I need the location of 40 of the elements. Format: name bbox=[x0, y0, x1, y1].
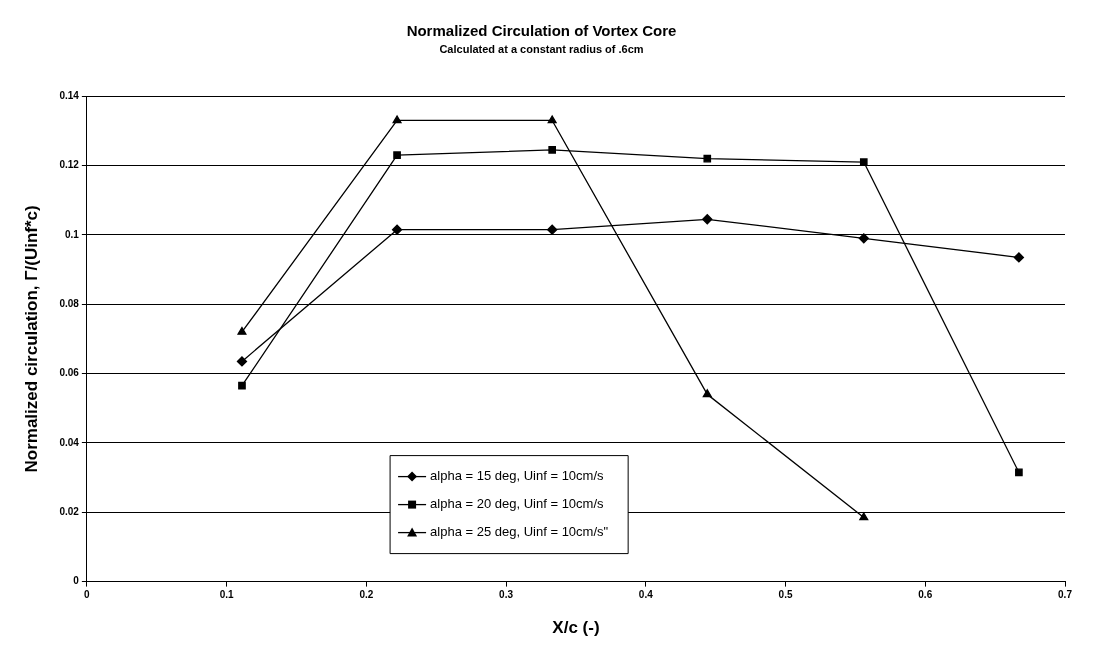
y-tick-label: 0.06 bbox=[59, 367, 80, 379]
chart-subtitle: Calculated at a constant radius of .6cm bbox=[439, 42, 644, 55]
x-tick-label: 0.6 bbox=[918, 589, 933, 601]
point bbox=[859, 158, 868, 166]
point bbox=[547, 115, 557, 124]
y-axis-title: Normalized circulation, Γ/(Uinf*c) bbox=[21, 205, 41, 473]
x-tick-label: 0.3 bbox=[499, 589, 514, 601]
x-axis-title: X/c (-) bbox=[552, 618, 600, 638]
point bbox=[858, 233, 869, 244]
chart-title: Normalized Circulation of Vortex Core bbox=[406, 22, 677, 40]
x-tick-label: 0.4 bbox=[638, 589, 654, 601]
point bbox=[703, 154, 712, 163]
point bbox=[702, 214, 713, 225]
y-tick-label: 0 bbox=[73, 575, 80, 587]
point bbox=[238, 381, 246, 390]
point bbox=[237, 326, 247, 335]
legend-label: alpha = 20 deg, Uinf = 10cm/s bbox=[430, 496, 605, 512]
point bbox=[391, 224, 403, 235]
point bbox=[392, 115, 402, 124]
x-tick-label: 0.7 bbox=[1058, 589, 1073, 601]
point bbox=[548, 146, 557, 154]
x-tick-label: 0.1 bbox=[219, 589, 234, 601]
point bbox=[702, 389, 712, 398]
y-tick-label: 0.04 bbox=[59, 436, 80, 448]
point bbox=[1013, 252, 1025, 263]
x-tick-label: 0 bbox=[84, 589, 91, 601]
x-tick-label: 0.2 bbox=[359, 589, 374, 601]
point bbox=[859, 512, 869, 521]
point bbox=[547, 224, 558, 235]
y-tick-label: 0.08 bbox=[59, 297, 80, 309]
point bbox=[393, 151, 401, 159]
y-tick-label: 0.14 bbox=[59, 89, 80, 101]
y-tick-label: 0.02 bbox=[59, 506, 80, 518]
point bbox=[1015, 468, 1023, 477]
y-tick-label: 0.12 bbox=[59, 159, 80, 171]
y-tick-label: 0.1 bbox=[64, 228, 80, 240]
legend-label: alpha = 25 deg, Uinf = 10cm/s" bbox=[430, 524, 609, 540]
point bbox=[236, 356, 248, 367]
x-tick-label: 0.5 bbox=[778, 589, 793, 601]
legend-label: alpha = 15 deg, Uinf = 10cm/s bbox=[430, 468, 605, 484]
